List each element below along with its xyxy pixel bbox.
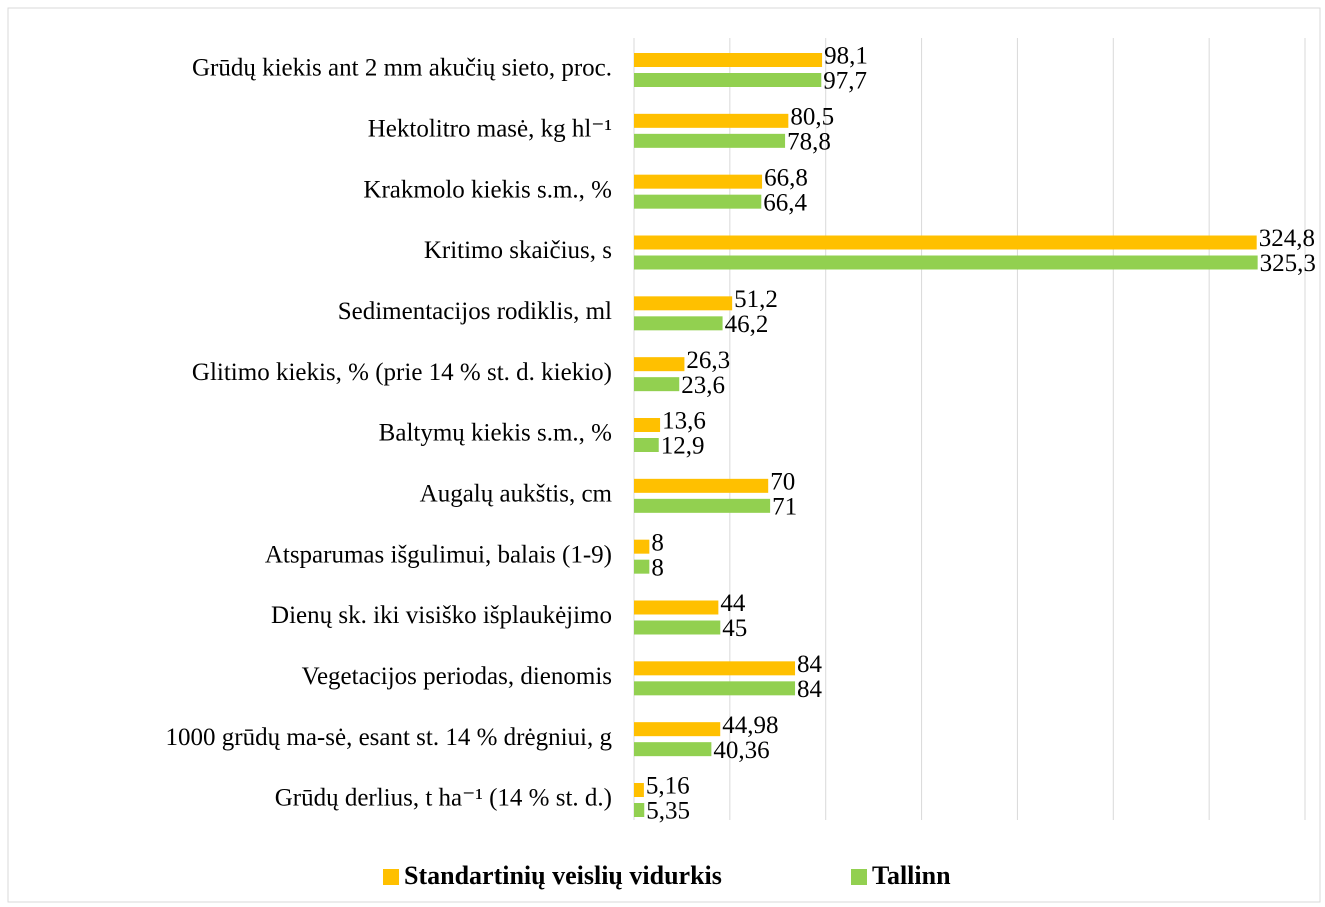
bar	[634, 377, 680, 392]
bar	[634, 316, 723, 331]
bar	[634, 53, 823, 67]
y-tick-label: Grūdų kiekis ant 2 mm akučių sieto, proc…	[192, 55, 612, 82]
bar	[634, 133, 786, 148]
data-label: 325,3	[1260, 250, 1316, 277]
bar	[634, 742, 712, 757]
data-label: 78,8	[787, 129, 831, 156]
legend-swatch	[383, 869, 399, 885]
y-tick-label: Grūdų derlius, t ha⁻¹ (14 % st. d.)	[275, 785, 612, 812]
bar	[634, 113, 789, 128]
bar	[634, 620, 721, 635]
bar	[634, 194, 762, 209]
data-label: 44	[720, 590, 746, 617]
legend-swatch	[851, 869, 867, 885]
data-label: 5,35	[646, 798, 690, 825]
bar	[634, 803, 645, 817]
data-label: 84	[797, 676, 823, 703]
bar	[634, 783, 644, 797]
y-tick-label: Sedimentacijos rodiklis, ml	[338, 298, 612, 325]
bar	[634, 235, 1257, 250]
y-tick-label: Augalų aukštis, cm	[420, 481, 613, 508]
data-label: 46,2	[725, 311, 769, 338]
bar	[634, 661, 796, 676]
data-label: 51,2	[734, 286, 778, 313]
data-label: 324,8	[1259, 225, 1315, 252]
data-label: 80,5	[790, 104, 834, 131]
y-tick-label: Baltymų kiekis s.m., %	[379, 420, 612, 447]
data-label: 66,4	[763, 189, 807, 216]
y-tick-label: 1000 grūdų ma-sė, esant st. 14 % drėgniu…	[166, 724, 613, 751]
data-label: 5,16	[646, 773, 690, 800]
data-label: 8	[651, 554, 664, 581]
bar	[634, 559, 650, 574]
y-tick-label: Dienų sk. iki visiško išplaukėjimo	[271, 602, 612, 629]
data-label: 26,3	[686, 347, 730, 374]
y-tick-label: Kritimo skaičius, s	[424, 237, 612, 264]
bar	[634, 255, 1258, 270]
bar	[634, 681, 796, 696]
data-label: 66,8	[764, 164, 808, 191]
bar	[634, 722, 721, 737]
data-label: 13,6	[662, 408, 706, 435]
bar	[634, 498, 771, 513]
y-tick-label: Krakmolo kiekis s.m., %	[363, 176, 612, 203]
data-label: 71	[772, 494, 797, 521]
legend-label: Tallinn	[872, 861, 951, 890]
data-label: 98,1	[824, 43, 868, 70]
bar	[634, 174, 763, 189]
data-label: 97,7	[823, 68, 867, 95]
data-label: 8	[651, 529, 664, 556]
y-tick-label: Hektolitro masė, kg hl⁻¹	[368, 116, 612, 143]
y-tick-label: Glitimo kiekis, % (prie 14 % st. d. kiek…	[192, 359, 612, 386]
data-label: 12,9	[661, 433, 705, 460]
bar	[634, 357, 685, 372]
y-tick-label: Vegetacijos periodas, dienomis	[302, 663, 612, 690]
bar	[634, 73, 822, 87]
data-label: 70	[770, 469, 795, 496]
bar	[634, 600, 719, 615]
y-tick-label: Atsparumas išgulimui, balais (1-9)	[265, 541, 612, 568]
data-label: 23,6	[681, 372, 725, 399]
bar	[634, 296, 733, 311]
legend-label: Standartinių veislių vidurkis	[404, 861, 722, 890]
bar	[634, 539, 650, 554]
bar	[634, 478, 769, 493]
data-label: 44,98	[722, 712, 778, 739]
bar	[634, 418, 661, 432]
data-label: 40,36	[713, 737, 769, 764]
bar	[634, 438, 659, 452]
data-label: 45	[722, 615, 747, 642]
data-label: 84	[797, 651, 823, 678]
